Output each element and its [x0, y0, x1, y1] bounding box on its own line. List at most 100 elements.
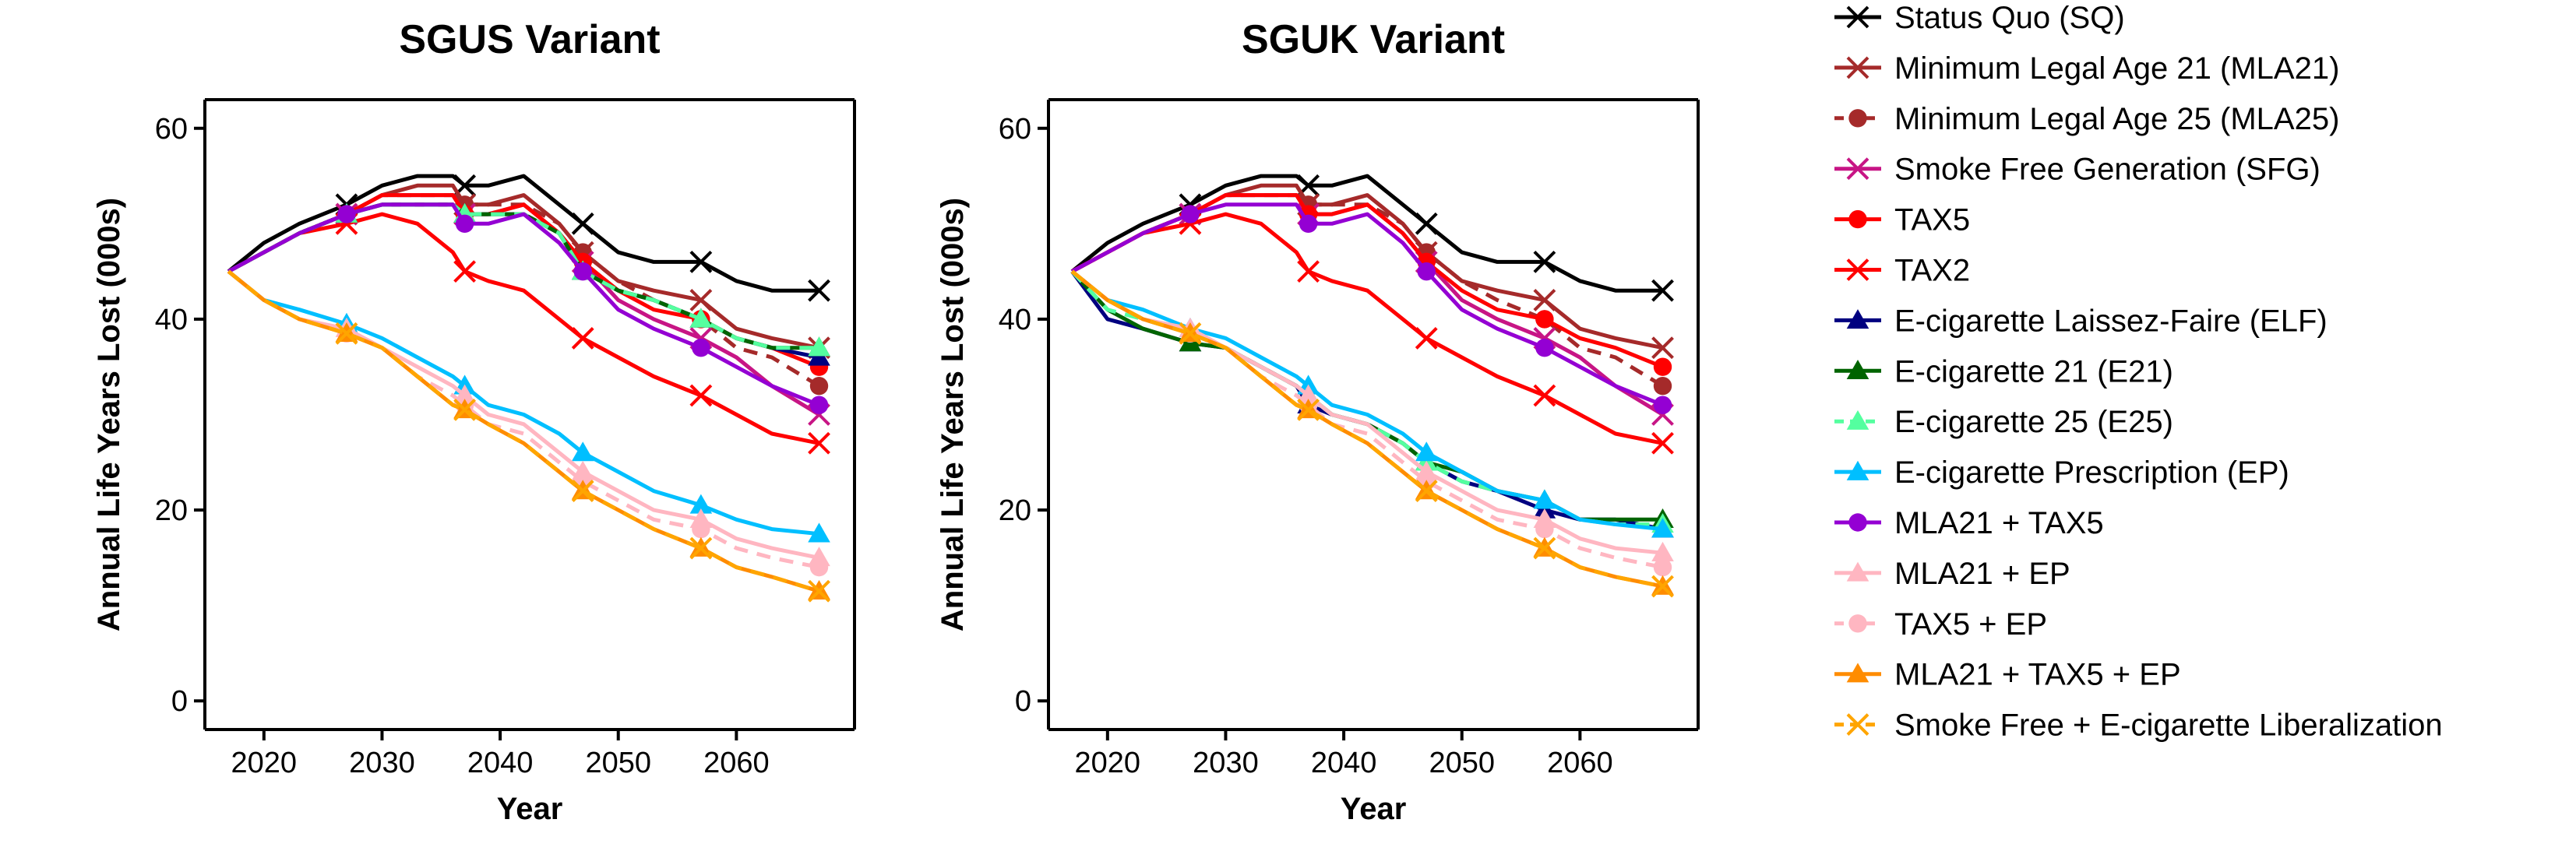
- legend-key-marker: [1848, 209, 1867, 229]
- legend-key-marker: [1846, 258, 1869, 281]
- data-point: [1651, 336, 1674, 360]
- y-tick-label: 60: [155, 113, 188, 146]
- legend-key-marker: [1846, 56, 1869, 79]
- data-point: [692, 338, 710, 357]
- x-tick-label: 2020: [1075, 747, 1141, 779]
- data-point: [1653, 557, 1672, 577]
- data-point: [809, 557, 829, 577]
- data-point: [1415, 212, 1438, 235]
- legend-label: E-cigarette 21 (E21): [1894, 354, 2173, 389]
- x-tick-label: 2030: [1193, 747, 1259, 779]
- data-point: [809, 396, 829, 414]
- series-mla21-tax5: [227, 202, 829, 414]
- data-point: [573, 262, 592, 281]
- series-line: [227, 269, 820, 593]
- data-point: [571, 212, 594, 235]
- data-point: [1181, 205, 1200, 223]
- series-smoke-free-e-cigarette-liberalization: [1070, 269, 1674, 598]
- legend-key-marker: [1846, 360, 1869, 380]
- y-tick-label: 40: [999, 304, 1031, 336]
- y-tick-label: 0: [1015, 685, 1031, 718]
- series-e-cigarette-25-e25: [1070, 269, 1674, 533]
- x-tick-label: 2030: [349, 747, 415, 779]
- legend-item-mla21-tax5: MLA21 + TAX5: [1834, 506, 2104, 540]
- x-tick-label: 2060: [1547, 747, 1613, 779]
- y-axis-title: Annual Life Years Lost (000s): [936, 198, 970, 631]
- data-point: [689, 536, 713, 560]
- y-axis-title: Annual Life Years Lost (000s): [92, 198, 126, 631]
- data-point: [571, 441, 594, 462]
- data-point: [571, 480, 594, 502]
- legend-item-e-cigarette-21-e21: E-cigarette 21 (E21): [1834, 354, 2173, 389]
- legend-key-marker: [1846, 309, 1869, 329]
- y-tick-label: 40: [155, 304, 188, 336]
- data-point: [1533, 288, 1556, 311]
- legend-label: MLA21 + TAX5 + EP: [1894, 658, 2181, 692]
- legend-label: MLA21 + EP: [1894, 557, 2070, 591]
- data-point: [808, 336, 830, 357]
- legend: Status Quo (SQ) Minimum Legal Age 21 (MLA…: [1834, 1, 2443, 743]
- legend-label: Minimum Legal Age 25 (MLA25): [1894, 102, 2339, 136]
- legend-item-status-quo-sq: Status Quo (SQ): [1834, 1, 2125, 35]
- series-status-quo-sq: [227, 174, 830, 302]
- data-point: [453, 260, 477, 283]
- series-tax5: [227, 193, 829, 376]
- data-point: [337, 205, 356, 223]
- series-line: [227, 202, 820, 407]
- legend-label: Status Quo (SQ): [1894, 1, 2125, 35]
- data-point: [689, 384, 713, 407]
- x-tick-label: 2020: [231, 747, 298, 779]
- data-point: [335, 322, 358, 345]
- data-point: [1533, 536, 1556, 560]
- data-point: [1653, 357, 1672, 376]
- series-line: [227, 212, 819, 445]
- legend-key-marker: [1846, 713, 1869, 737]
- legend-key-marker: [1846, 663, 1869, 683]
- x-tick-label: 2040: [1311, 747, 1377, 779]
- legend-key-marker: [1848, 109, 1867, 128]
- data-point: [1299, 214, 1318, 234]
- data-point: [808, 431, 830, 455]
- legend-item-tax2: TAX2: [1834, 254, 1970, 288]
- legend-item-mla21-tax5-ep: MLA21 + TAX5 + EP: [1834, 658, 2181, 692]
- series-smoke-free-e-cigarette-liberalization: [227, 269, 830, 603]
- series-e-cigarette-21-e21: [1070, 269, 1674, 529]
- data-point: [1653, 396, 1672, 414]
- legend-label: TAX2: [1894, 254, 1970, 288]
- y-tick-label: 60: [999, 113, 1031, 146]
- data-point: [455, 214, 474, 234]
- data-point: [1651, 518, 1674, 538]
- series-line: [1070, 269, 1663, 589]
- legend-label: TAX5 + EP: [1894, 607, 2047, 642]
- data-point: [1533, 384, 1556, 407]
- series-line: [227, 269, 820, 593]
- y-tick-label: 20: [999, 494, 1031, 527]
- data-point: [1535, 310, 1554, 329]
- legend-item-minimum-legal-age-21-mla21: Minimum Legal Age 21 (MLA21): [1834, 51, 2339, 86]
- series-e-cigarette-prescription-ep: [1070, 269, 1674, 538]
- series-line: [1070, 269, 1663, 532]
- data-point: [1415, 441, 1438, 462]
- legend-item-tax5: TAX5: [1834, 203, 1970, 237]
- series-line: [1071, 212, 1663, 445]
- legend-item-tax5-ep: TAX5 + EP: [1834, 607, 2047, 642]
- series-status-quo-sq: [1070, 174, 1674, 302]
- legend-label: MLA21 + TAX5: [1894, 506, 2104, 540]
- legend-label: TAX5: [1894, 203, 1970, 237]
- legend-key-marker: [1846, 5, 1869, 29]
- data-point: [689, 494, 713, 514]
- x-tick-label: 2050: [585, 747, 651, 779]
- data-point: [689, 288, 713, 311]
- data-point: [689, 308, 713, 328]
- data-point: [1651, 431, 1674, 455]
- legend-item-smoke-free-generation-sfg: Smoke Free Generation (SFG): [1834, 153, 2321, 187]
- legend-label: E-cigarette Laissez-Faire (ELF): [1894, 304, 2328, 338]
- x-tick-label: 2040: [467, 747, 534, 779]
- data-point: [808, 522, 830, 543]
- y-tick-label: 20: [155, 494, 188, 527]
- data-point: [1651, 541, 1674, 561]
- data-point: [1535, 519, 1554, 539]
- chart-title: SGUS Variant: [399, 17, 660, 62]
- y-tick-label: 0: [171, 685, 188, 718]
